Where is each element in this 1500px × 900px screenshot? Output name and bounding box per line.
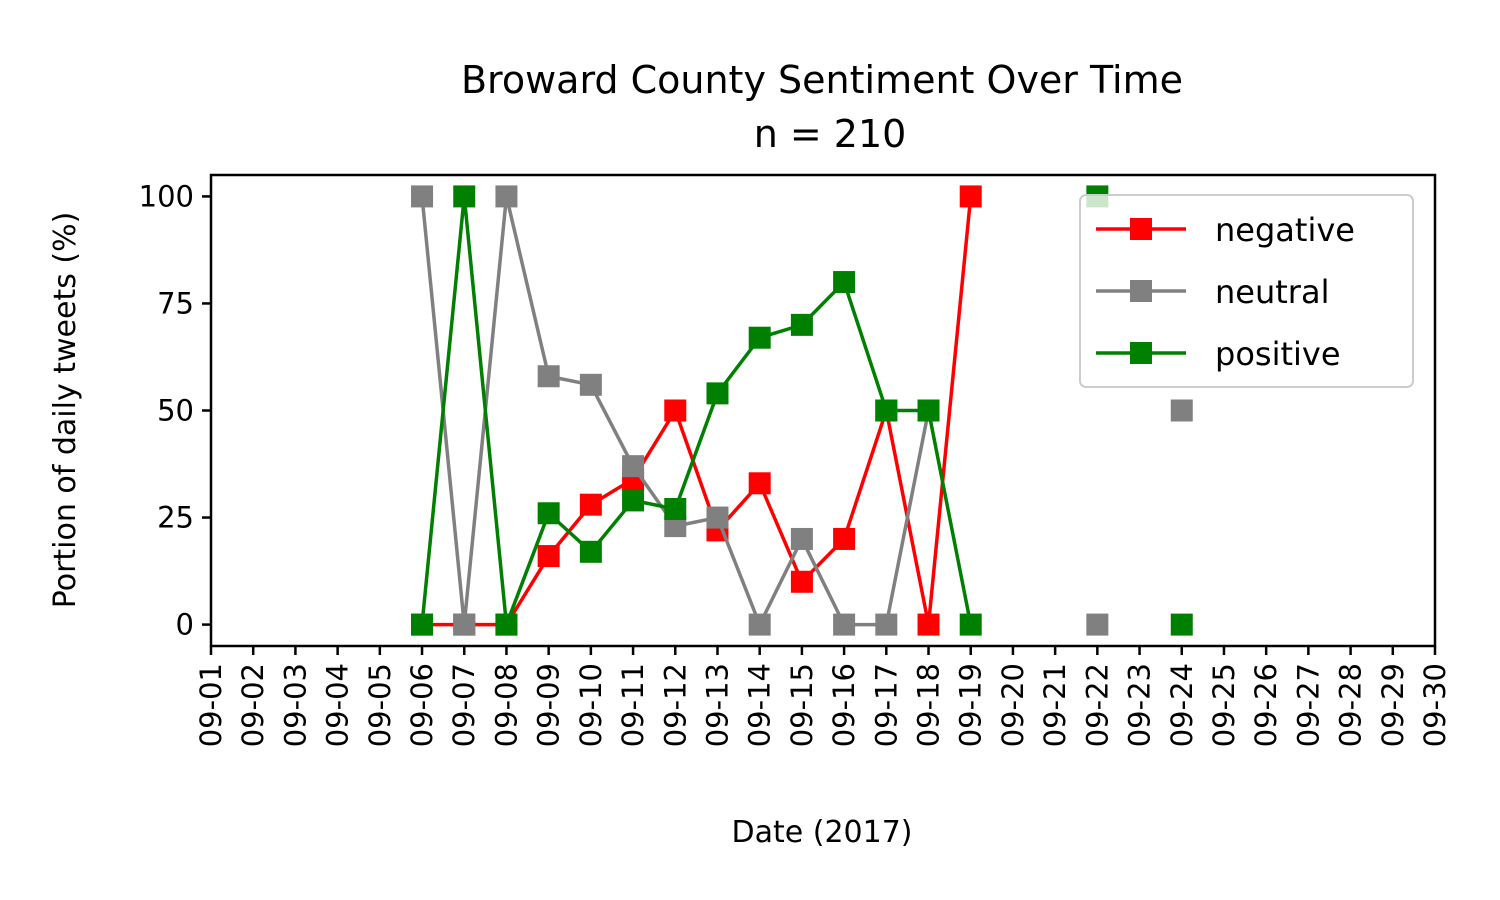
data-point-neutral — [664, 515, 687, 538]
data-point-positive — [833, 271, 856, 294]
data-point-neutral — [411, 185, 434, 208]
data-point-positive — [579, 540, 602, 563]
x-tick-label: 09-04 — [321, 663, 355, 747]
x-tick-label: 09-14 — [743, 663, 777, 747]
x-tick-label: 09-07 — [447, 663, 481, 747]
data-point-positive — [1170, 613, 1193, 636]
x-tick-label: 09-19 — [954, 663, 988, 747]
x-tick-label: 09-24 — [1165, 663, 1199, 747]
x-tick-label: 09-22 — [1080, 663, 1114, 747]
data-point-positive — [495, 613, 518, 636]
legend-box — [1079, 194, 1414, 388]
data-point-neutral — [453, 613, 476, 636]
data-point-negative — [579, 493, 602, 516]
y-tick-label: 100 — [139, 179, 194, 213]
x-tick-label: 09-02 — [236, 663, 270, 747]
chart-subtitle: n = 210 — [754, 112, 907, 156]
x-tick-label: 09-16 — [827, 663, 861, 747]
x-tick-label: 09-13 — [700, 663, 734, 747]
legend-marker-positive — [1130, 342, 1152, 364]
x-tick-label: 09-29 — [1376, 663, 1410, 747]
data-point-neutral — [833, 613, 856, 636]
data-point-neutral — [1086, 613, 1109, 636]
x-tick-label: 09-05 — [363, 663, 397, 747]
data-point-neutral — [875, 613, 898, 636]
data-point-neutral — [495, 185, 518, 208]
y-tick-label: 0 — [176, 608, 194, 642]
x-axis-ticks: 09-01 09-02 09-03 09-04 09-05 09-06 09-07 09-08… — [194, 646, 1452, 747]
legend-entries: negative neutral positive — [1096, 211, 1355, 373]
data-point-neutral — [579, 373, 602, 396]
y-tick-label: 25 — [157, 501, 194, 535]
data-point-negative — [959, 185, 982, 208]
data-point-neutral — [790, 527, 813, 550]
data-point-positive — [537, 502, 560, 525]
legend-label-neutral: neutral — [1215, 273, 1329, 311]
legend-label-positive: positive — [1215, 335, 1341, 373]
x-tick-label: 09-23 — [1123, 663, 1157, 747]
x-tick-label: 09-28 — [1334, 663, 1368, 747]
y-axis-ticks: 0 25 50 75 100 — [139, 179, 211, 642]
data-point-neutral — [537, 365, 560, 388]
data-point-neutral — [1170, 399, 1193, 422]
series-neutral — [411, 185, 1193, 636]
data-point-positive — [917, 399, 940, 422]
series-line-positive — [420, 194, 973, 627]
x-tick-label: 09-10 — [574, 663, 608, 747]
data-point-positive — [875, 399, 898, 422]
data-point-negative — [664, 399, 687, 422]
plot-frame — [209, 173, 1437, 648]
x-tick-label: 09-15 — [785, 663, 819, 747]
x-tick-label: 09-18 — [912, 663, 946, 747]
data-point-negative — [748, 472, 771, 495]
data-point-positive — [706, 382, 729, 405]
chart-title: Broward County Sentiment Over Time — [461, 58, 1183, 102]
data-point-positive — [748, 326, 771, 349]
y-tick-label: 50 — [157, 394, 194, 428]
x-tick-label: 09-17 — [869, 663, 903, 747]
legend-marker-negative — [1130, 218, 1152, 240]
data-point-neutral — [748, 613, 771, 636]
x-tick-label: 09-30 — [1418, 663, 1452, 747]
x-axis-label: Date (2017) — [732, 815, 913, 850]
data-point-neutral — [622, 455, 645, 478]
x-tick-label: 09-11 — [616, 663, 650, 747]
data-point-negative — [537, 545, 560, 568]
legend-marker-neutral — [1130, 280, 1152, 302]
x-tick-label: 09-12 — [658, 663, 692, 747]
x-tick-label: 09-25 — [1207, 663, 1241, 747]
data-point-neutral — [706, 506, 729, 529]
x-tick-label: 09-01 — [194, 663, 228, 747]
data-point-positive — [790, 313, 813, 336]
x-tick-label: 09-09 — [532, 663, 566, 747]
data-point-negative — [790, 570, 813, 593]
data-point-positive — [664, 497, 687, 520]
x-tick-label: 09-08 — [489, 663, 523, 747]
data-point-positive — [622, 489, 645, 512]
data-point-negative — [917, 613, 940, 636]
x-tick-label: 09-27 — [1291, 663, 1325, 747]
data-point-positive — [411, 613, 434, 636]
x-tick-label: 09-20 — [996, 663, 1030, 747]
data-point-positive — [959, 613, 982, 636]
x-tick-label: 09-26 — [1249, 663, 1283, 747]
legend: negative neutral positive — [1079, 194, 1414, 388]
legend-label-negative: negative — [1215, 211, 1355, 249]
x-tick-label: 09-03 — [278, 663, 312, 747]
y-tick-label: 75 — [157, 286, 194, 320]
x-tick-label: 09-21 — [1038, 663, 1072, 747]
series-line-negative — [422, 196, 973, 627]
y-axis-label: Portion of daily tweets (%) — [48, 212, 83, 609]
data-point-positive — [453, 185, 476, 208]
data-point-negative — [833, 527, 856, 550]
x-tick-label: 09-06 — [405, 663, 439, 747]
